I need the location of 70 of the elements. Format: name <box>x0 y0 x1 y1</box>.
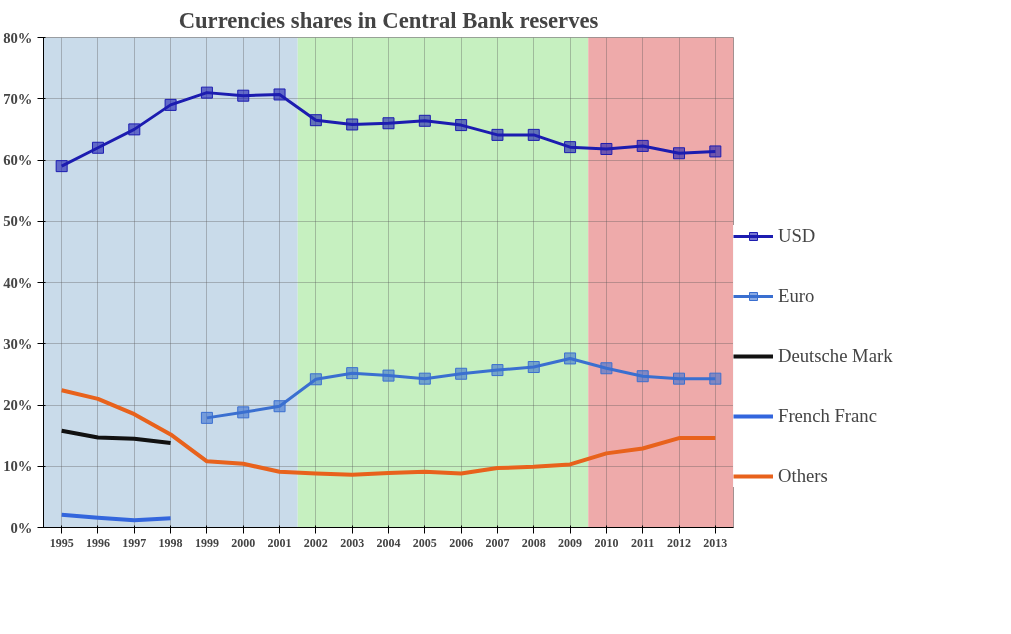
y-tick-label: 50% <box>3 213 33 230</box>
y-tick-label: 70% <box>3 90 33 107</box>
x-tick-label: 2013 <box>703 535 728 550</box>
point <box>455 119 468 132</box>
point <box>273 400 286 413</box>
legend-label: USD <box>778 225 816 247</box>
x-tick-label: 1999 <box>194 535 219 550</box>
point <box>164 98 177 111</box>
point <box>55 160 68 173</box>
point <box>200 411 213 424</box>
x-tick-label: 2001 <box>267 535 292 550</box>
point <box>309 373 322 386</box>
y-tick-label: 0% <box>10 519 33 536</box>
point <box>709 145 722 158</box>
x-tick-label: 2002 <box>303 535 328 550</box>
y-tick-label: 80% <box>3 29 33 46</box>
point <box>673 372 686 385</box>
y-tick-label: 60% <box>3 152 33 168</box>
point <box>418 114 431 127</box>
point <box>564 141 577 154</box>
legend-label: Euro <box>778 285 815 307</box>
point <box>128 123 141 136</box>
point <box>309 114 322 127</box>
point <box>418 372 431 385</box>
x-tick-label: 1997 <box>122 535 147 550</box>
legend-label: Others <box>778 465 828 487</box>
legend-label: French Franc <box>778 405 877 427</box>
point <box>709 372 722 385</box>
point <box>491 128 504 141</box>
point <box>237 406 250 419</box>
y-tick-label: 10% <box>3 458 33 475</box>
x-tick-label: 2008 <box>521 535 546 550</box>
point <box>382 369 395 382</box>
point <box>636 370 649 383</box>
y-tick-label: 30% <box>3 335 33 352</box>
point <box>346 367 359 380</box>
point <box>200 86 213 99</box>
x-tick-label: 2010 <box>594 535 619 550</box>
point <box>600 362 613 375</box>
y-tick-label: 40% <box>3 274 33 291</box>
x-tick-label: 1995 <box>49 535 74 550</box>
y-tick-label: 20% <box>3 397 33 413</box>
x-tick-label: 2012 <box>667 535 692 550</box>
point <box>455 367 468 380</box>
point <box>527 128 540 141</box>
line-series <box>59 428 173 445</box>
point <box>382 117 395 130</box>
x-tick-label: 2009 <box>558 535 583 550</box>
x-tick-label: 2000 <box>231 535 256 550</box>
line-series <box>59 388 718 477</box>
x-tick-label: 2007 <box>485 535 510 550</box>
point <box>600 142 613 155</box>
chart-title: Currencies shares in Central Bank reserves <box>178 7 599 33</box>
x-tick-label: 2003 <box>340 535 365 550</box>
point <box>273 88 286 101</box>
point <box>673 147 686 160</box>
point <box>346 118 359 131</box>
point <box>491 364 504 377</box>
x-tick-label: 2004 <box>376 535 401 550</box>
x-tick-label: 1996 <box>85 535 110 550</box>
x-tick-label: 2011 <box>631 535 655 550</box>
x-tick-label: 1998 <box>158 535 183 550</box>
point <box>237 89 250 102</box>
point <box>527 361 540 374</box>
point <box>564 352 577 365</box>
x-tick-label: 2005 <box>412 535 437 550</box>
point <box>91 141 104 154</box>
x-tick-label: 2006 <box>449 535 474 550</box>
point <box>636 139 649 152</box>
legend-label: Deutsche Mark <box>778 345 893 367</box>
